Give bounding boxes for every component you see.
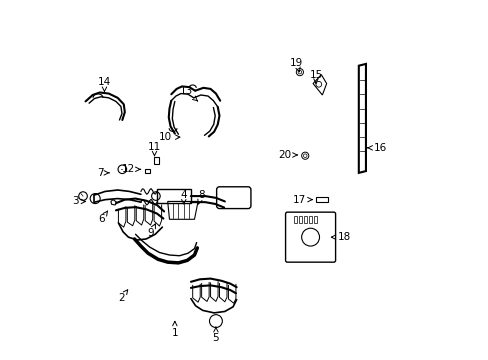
Text: 9: 9 <box>147 224 155 238</box>
Text: 12: 12 <box>122 164 140 174</box>
Text: 18: 18 <box>331 232 350 242</box>
Text: 8: 8 <box>198 190 204 204</box>
Text: 20: 20 <box>277 150 297 160</box>
Text: 5: 5 <box>212 327 219 343</box>
Bar <box>313 216 316 223</box>
Text: 16: 16 <box>367 143 386 153</box>
Text: 11: 11 <box>147 142 161 156</box>
Text: 7: 7 <box>97 168 109 178</box>
Text: 14: 14 <box>98 77 111 92</box>
Bar <box>303 216 306 223</box>
Text: 4: 4 <box>180 190 187 204</box>
Bar <box>145 168 150 173</box>
Text: 2: 2 <box>118 290 127 303</box>
Text: 6: 6 <box>98 211 107 224</box>
Text: 15: 15 <box>309 69 322 83</box>
Text: 13: 13 <box>180 86 197 101</box>
Text: 19: 19 <box>289 58 302 72</box>
Text: 1: 1 <box>171 321 178 338</box>
Bar <box>308 216 311 223</box>
Bar <box>293 216 296 223</box>
Bar <box>298 216 301 223</box>
Text: 10: 10 <box>159 132 180 142</box>
Bar <box>315 197 328 202</box>
Text: 3: 3 <box>72 197 85 206</box>
Text: 17: 17 <box>292 195 311 204</box>
Bar <box>154 157 159 164</box>
